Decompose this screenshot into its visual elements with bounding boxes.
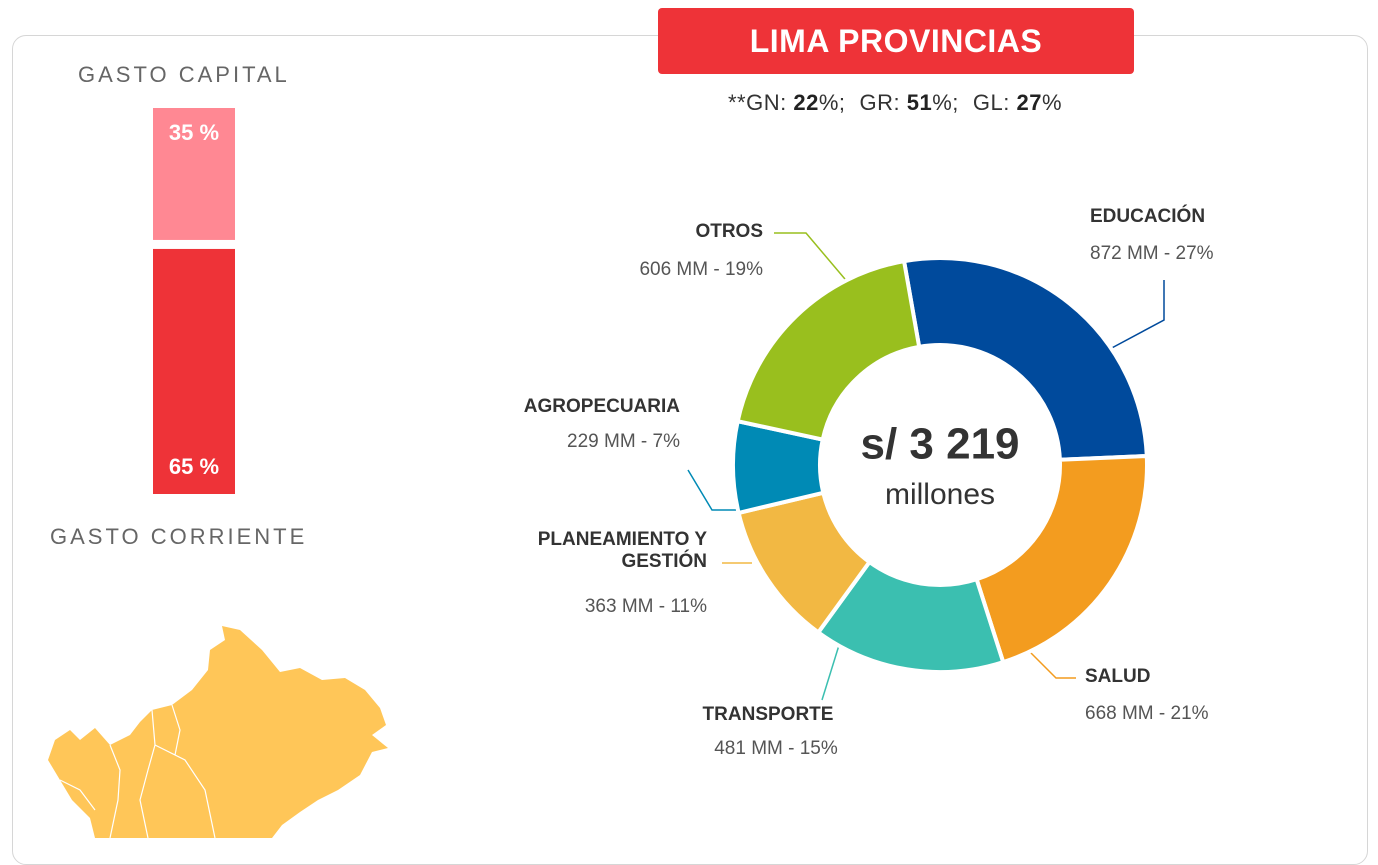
share: GL: 27% (973, 90, 1062, 115)
share-value: 27 (1016, 90, 1042, 115)
chart: 35 % 65 % s/ 3 219 millones (48, 108, 1165, 838)
donut-slice (735, 258, 922, 442)
center-sublabel: millones (885, 478, 995, 511)
value-label: 363 MM - 11% (584, 596, 707, 617)
title-banner: LIMA PROVINCIAS (658, 8, 1134, 74)
bar-segment (153, 248, 235, 494)
share-suffix: % (1041, 90, 1063, 115)
share-suffix: %; (818, 90, 846, 115)
share-value: 51 (906, 90, 933, 115)
leader-line (1029, 651, 1076, 679)
leader-line (774, 232, 851, 286)
map-shape (48, 626, 388, 838)
share-prefix: **GN: (727, 90, 794, 115)
axis-label: GASTO CAPITAL (78, 62, 290, 87)
title: LIMA PROVINCIAS (749, 22, 1043, 59)
bar-value-label: 35 % (169, 120, 219, 145)
shares-line: **GN: 22%; GR: 51%; GL: 27% (600, 90, 1190, 116)
bar-segment (153, 108, 235, 240)
category-label: EDUCACIÓN (1090, 206, 1206, 227)
center-label: s/ 3 219 (860, 420, 1019, 469)
leader-line (687, 469, 736, 511)
share-prefix: GR: (859, 90, 907, 115)
leader-lines (687, 232, 1165, 701)
leader-line (1107, 280, 1165, 351)
map (48, 626, 388, 838)
category-label: SALUD (1085, 666, 1151, 687)
value-label: 606 MM - 19% (639, 259, 763, 280)
leader-line (821, 641, 841, 701)
share-value: 22 (793, 90, 819, 115)
share-suffix: %; (932, 90, 959, 115)
category-label: OTROS (695, 221, 763, 242)
category-label: PLANEAMIENTO Y GESTIÓN (537, 529, 707, 572)
map-border (59, 704, 216, 838)
share-prefix: GL: (972, 90, 1017, 115)
category-label: AGROPECUARIA (523, 396, 680, 417)
value-label: 229 MM - 7% (567, 431, 680, 452)
donut-slice (974, 453, 1149, 665)
share: **GN: 22%; (728, 90, 846, 115)
axis-label: GASTO CORRIENTE (50, 524, 308, 549)
value-label: 668 MM - 21% (1085, 703, 1209, 724)
category-label: TRANSPORTE (702, 704, 834, 725)
bar-value-label: 65 % (169, 454, 219, 479)
share: GR: 51%; (860, 90, 959, 115)
page: {"header": {"title": "LIMA PROVINCIAS", … (12, 8, 1368, 865)
donut-slice (901, 256, 1149, 462)
value-label: 872 MM - 27% (1090, 243, 1214, 264)
value-label: 481 MM - 15% (714, 738, 838, 759)
